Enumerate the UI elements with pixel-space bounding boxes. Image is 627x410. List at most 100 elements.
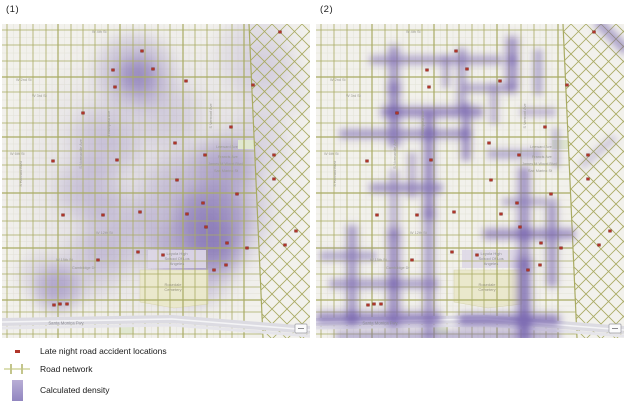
accident-dot [415, 213, 419, 217]
accident-dot [475, 253, 479, 257]
density-knot [387, 105, 401, 119]
cemetery-label: Cemetery [164, 287, 181, 292]
accident-dot [608, 229, 612, 233]
accident-dot [52, 303, 56, 307]
accident-dot [425, 68, 429, 72]
accident-dot [565, 83, 569, 87]
accident-dot [278, 30, 282, 34]
map-watermark-icon [294, 323, 308, 334]
density-knot [422, 127, 436, 141]
accident-dot [366, 303, 370, 307]
panel-2-label: (2) [320, 4, 334, 15]
accident-dot [487, 141, 491, 145]
map-panel-1: Loyola High School Of Los Angeles Rosedale C… [2, 24, 310, 338]
accident-dot [410, 258, 414, 262]
accident-dot [283, 243, 287, 247]
accident-dot [175, 178, 179, 182]
accident-dot [586, 177, 590, 181]
density-knot [517, 227, 531, 241]
accident-dot [549, 192, 553, 196]
accident-dot [272, 153, 276, 157]
school-label: Loyola High [166, 251, 187, 256]
accident-dot [538, 263, 542, 267]
accident-dot [225, 241, 229, 245]
accident-dot [235, 192, 239, 196]
density-corridor [595, 24, 624, 53]
legend-row-density: Calculated density [0, 377, 109, 403]
freeway [2, 314, 310, 338]
street-label: W 4th St [92, 30, 108, 34]
road-network-marker-icon [4, 363, 30, 375]
accident-dot [65, 302, 69, 306]
accident-dot [224, 263, 228, 267]
accident-dot [294, 229, 298, 233]
accident-dot [245, 246, 249, 250]
school-label: School Of Los [164, 256, 189, 261]
density-corridor [580, 136, 616, 168]
freeway-label: Santa Monica Fwy [48, 321, 84, 326]
accident-dot [58, 302, 62, 306]
accident-dot [251, 83, 255, 87]
street-label: James M Wood Blvd [208, 162, 243, 166]
accident-dot [597, 243, 601, 247]
accident-dot [204, 225, 208, 229]
accident-dot [115, 158, 119, 162]
landmark-polygons [120, 140, 254, 334]
accident-dot [51, 159, 55, 163]
density-blob [127, 74, 207, 154]
accident-dot [140, 49, 144, 53]
accident-dot [526, 268, 530, 272]
accident-dot [212, 268, 216, 272]
street-label: W 12th St [96, 231, 114, 235]
accident-dot [272, 177, 276, 181]
cemetery-label: Cemetery [478, 287, 495, 292]
street-label: S Harvard Blvd [19, 161, 23, 187]
accident-dot [138, 210, 142, 214]
accident-dot [539, 241, 543, 245]
street-label: S Vermont Ave [523, 103, 527, 128]
accident-dot [515, 201, 519, 205]
street-label: W 2nd St [330, 78, 347, 82]
freeway-label: Santa Monica Fwy [362, 321, 398, 326]
street-label: S Mariposa Ave [421, 111, 425, 138]
accident-dot [517, 153, 521, 157]
accident-dot [450, 250, 454, 254]
cemetery-label: Rosedale [165, 282, 183, 287]
accident-dot [229, 125, 233, 129]
street-label: W 2nd St [16, 78, 33, 82]
street-label: Leeward Ave [216, 145, 238, 149]
density-knot [516, 312, 532, 328]
accident-dot [452, 210, 456, 214]
street-label: W 3rd St [346, 94, 362, 98]
accident-points-layer [365, 30, 612, 307]
accident-dot [465, 67, 469, 71]
street-label: S Normandie Ave [79, 139, 83, 168]
density-blob [50, 226, 130, 306]
road-network-layer [2, 24, 263, 338]
legend-row-road-network: Road network [0, 361, 92, 377]
street-label: W 3rd St [32, 94, 48, 98]
accident-dot [111, 68, 115, 72]
accident-dot [375, 213, 379, 217]
accident-dot [518, 225, 522, 229]
street-label: S Vermont Ave [209, 103, 213, 128]
boundary-road [248, 24, 264, 338]
street-label: S Mariposa Ave [107, 111, 111, 138]
street-label: James M Wood Blvd [522, 162, 557, 166]
density-knot [388, 278, 400, 290]
school-label: School Of Los [478, 256, 503, 261]
accident-dot [499, 212, 503, 216]
street-label: W 6th St [10, 152, 26, 156]
accident-points-layer [51, 30, 298, 307]
accident-dot [489, 178, 493, 182]
accident-dot [81, 111, 85, 115]
street-label: Leeward Ave [530, 145, 552, 149]
accident-dot [454, 49, 458, 53]
street-label: S Normandie Ave [393, 139, 397, 168]
accident-dot [185, 212, 189, 216]
density-knot [506, 54, 518, 66]
